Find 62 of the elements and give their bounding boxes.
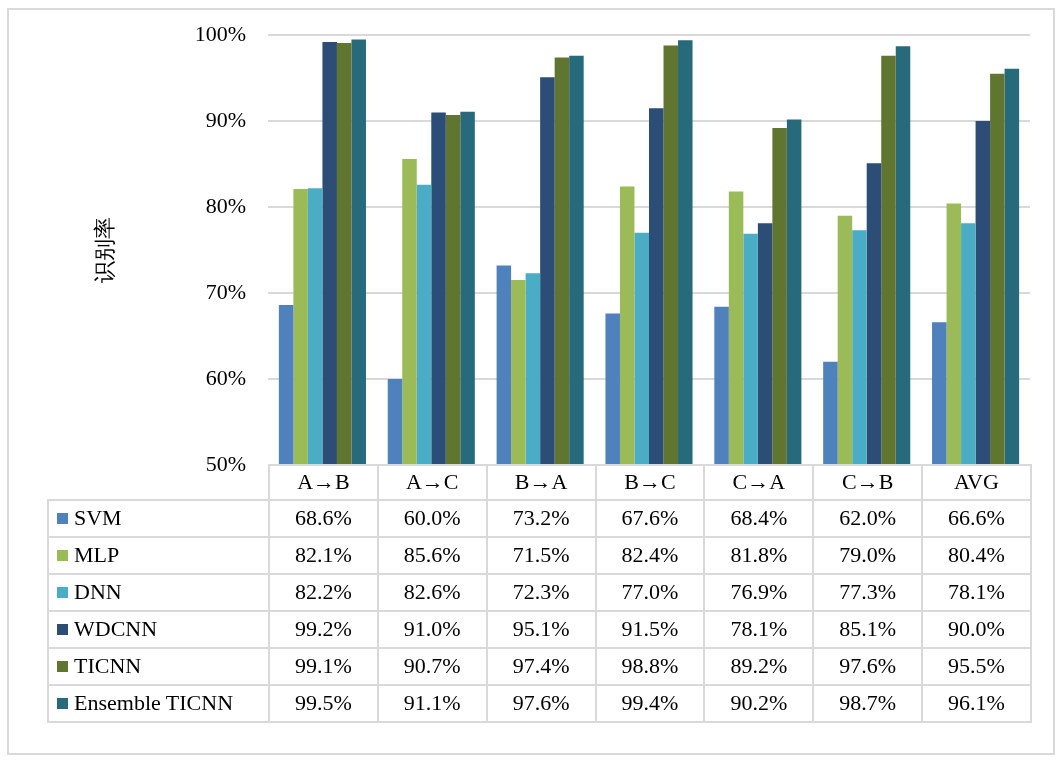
data-label: 82.1% bbox=[269, 536, 378, 574]
data-label: 82.4% bbox=[595, 536, 705, 574]
data-label: 85.1% bbox=[813, 610, 923, 648]
data-label: 68.4% bbox=[704, 499, 814, 537]
data-label: 78.1% bbox=[922, 573, 1031, 611]
data-label: 89.2% bbox=[704, 647, 814, 685]
data-label: 99.5% bbox=[269, 684, 378, 722]
data-label: 60.0% bbox=[377, 499, 487, 537]
data-label: 79.0% bbox=[813, 536, 923, 574]
data-label: 80.4% bbox=[922, 536, 1031, 574]
data-label: 97.6% bbox=[486, 684, 596, 722]
data-label: 90.0% bbox=[922, 610, 1031, 648]
x-tick-label: A→C bbox=[377, 464, 487, 500]
data-label: 62.0% bbox=[813, 499, 923, 537]
data-label: 78.1% bbox=[704, 610, 814, 648]
legend-label: Ensemble TICNN bbox=[48, 684, 269, 722]
data-label: 67.6% bbox=[595, 499, 705, 537]
data-label: 98.8% bbox=[595, 647, 705, 685]
data-label: 81.8% bbox=[704, 536, 814, 574]
x-tick-label: AVG bbox=[922, 464, 1031, 500]
data-label: 85.6% bbox=[377, 536, 487, 574]
data-label: 66.6% bbox=[922, 499, 1031, 537]
data-label: 91.1% bbox=[377, 684, 487, 722]
data-label: 96.1% bbox=[922, 684, 1031, 722]
data-label: 73.2% bbox=[486, 499, 596, 537]
data-label: 76.9% bbox=[704, 573, 814, 611]
x-tick-label: C→B bbox=[813, 464, 923, 500]
data-label: 99.4% bbox=[595, 684, 705, 722]
y-tick-label: 50% bbox=[205, 450, 246, 476]
data-label: 91.0% bbox=[377, 610, 487, 648]
x-tick-label: C→A bbox=[704, 464, 814, 500]
y-tick-label: 90% bbox=[205, 106, 246, 132]
data-label: 98.7% bbox=[813, 684, 923, 722]
x-tick-label: B→C bbox=[595, 464, 705, 500]
data-label: 82.6% bbox=[377, 573, 487, 611]
data-label: 77.3% bbox=[813, 573, 923, 611]
data-label: 68.6% bbox=[269, 499, 378, 537]
legend-label: WDCNN bbox=[48, 610, 269, 648]
data-label: 71.5% bbox=[486, 536, 596, 574]
y-axis-title: 识别率 bbox=[91, 217, 118, 283]
data-label: 91.5% bbox=[595, 610, 705, 648]
data-label: 82.2% bbox=[269, 573, 378, 611]
data-label: 90.7% bbox=[377, 647, 487, 685]
data-label: 99.1% bbox=[269, 647, 378, 685]
x-tick-label: B→A bbox=[486, 464, 596, 500]
legend-label: SVM bbox=[48, 499, 269, 537]
x-tick-label: A→B bbox=[269, 464, 378, 500]
data-label: 99.2% bbox=[269, 610, 378, 648]
data-label: 97.4% bbox=[486, 647, 596, 685]
y-tick-label: 60% bbox=[205, 364, 246, 390]
y-tick-label: 100% bbox=[194, 20, 246, 46]
data-label: 95.1% bbox=[486, 610, 596, 648]
legend-label: MLP bbox=[48, 536, 269, 574]
y-tick-label: 80% bbox=[205, 192, 246, 218]
legend-label: TICNN bbox=[48, 647, 269, 685]
data-label: 77.0% bbox=[595, 573, 705, 611]
data-label: 95.5% bbox=[922, 647, 1031, 685]
data-label: 97.6% bbox=[813, 647, 923, 685]
y-tick-label: 70% bbox=[205, 278, 246, 304]
data-label: 72.3% bbox=[486, 573, 596, 611]
legend-label: DNN bbox=[48, 573, 269, 611]
data-label: 90.2% bbox=[704, 684, 814, 722]
